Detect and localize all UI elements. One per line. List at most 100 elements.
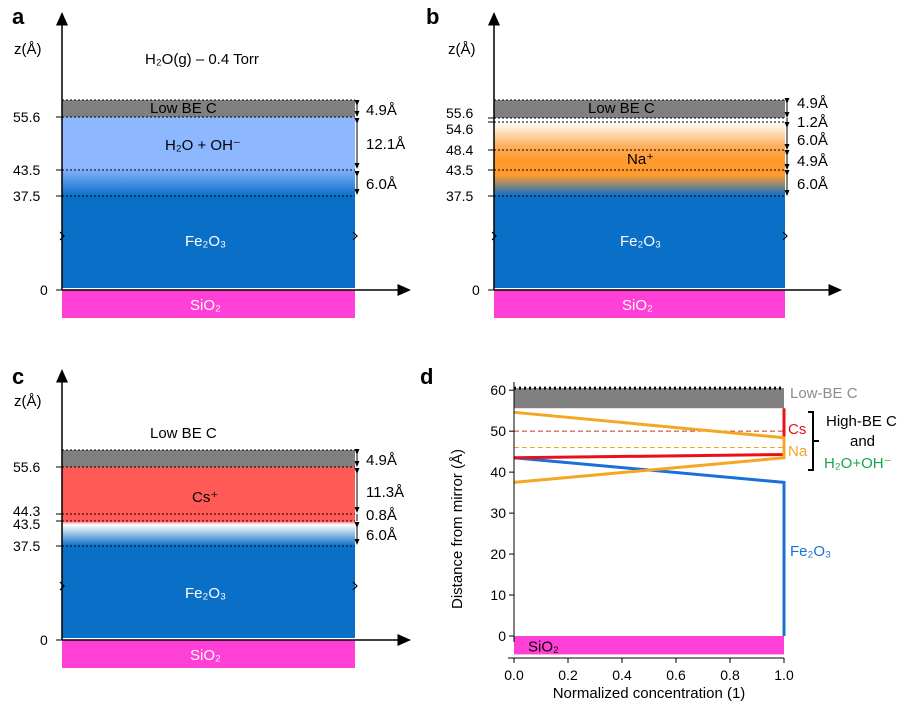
panel-c-letter: c [12, 364, 24, 389]
panel-c-sio2-layer [62, 640, 355, 668]
x-tick-label: 0.6 [666, 667, 686, 683]
panel-b-thickness: 6.0Å [797, 176, 828, 193]
y-tick-label: 20 [490, 546, 506, 562]
annotation-cs: Cs [788, 421, 806, 438]
annotation-high-be: High-BE C [826, 413, 897, 430]
panel-b-ion-label: Na⁺ [627, 151, 654, 168]
panel-c-tick: 43.5 [13, 516, 40, 532]
x-tick-label: 0.2 [558, 667, 578, 683]
panel-c-z-axis-label: z(Å) [14, 393, 42, 410]
panel-c-ion-label: Cs⁺ [192, 489, 218, 506]
panel-a-lowbec-layer [62, 100, 355, 117]
panel-a-tick: 43.5 [13, 162, 40, 178]
panel-a-tick: 0 [40, 282, 48, 298]
series-lines [513, 408, 786, 636]
panel-a-sio2-label: SiO₂ [190, 297, 221, 314]
series-line [513, 410, 786, 484]
panel-a-thickness: 6.0Å [366, 176, 397, 193]
panel-a-ticks: 55.6 43.5 37.5 0 [13, 109, 62, 298]
panel-c-tick: 0 [40, 632, 48, 648]
panel-b-sio2-layer [494, 290, 785, 318]
panel-b-thickness: 1.2Å [797, 114, 828, 131]
annotation-low-be-c: Low-BE C [790, 385, 858, 402]
band-sio2 [514, 636, 784, 655]
annotation-and: and [850, 433, 875, 450]
panel-a-ion-layer [62, 117, 355, 196]
annotation-na: Na [788, 443, 808, 460]
panel-a-thickness: 12.1Å [366, 136, 405, 153]
panel-c-tick: 37.5 [13, 538, 40, 554]
panel-c-tick: 44.3 [13, 503, 40, 519]
band-sio2-label: SiO₂ [528, 638, 559, 655]
panel-c-tick: 55.6 [13, 459, 40, 475]
panel-b-thickness: 4.9Å [797, 95, 828, 112]
series-line [513, 456, 786, 636]
y-tick-label: 40 [490, 464, 506, 480]
x-tick-label: 0.8 [720, 667, 740, 683]
panel-b-thickness: 6.0Å [797, 132, 828, 149]
panel-a-fe2o3-label: Fe₂O₃ [185, 233, 226, 250]
x-tick-label: 0.4 [612, 667, 632, 683]
panel-a-thicknesses: 4.9Å 12.1Å 6.0Å [354, 100, 405, 195]
panel-a: a z(Å) H₂O(g) – 0.4 Torr Low BE C H₂O + … [12, 4, 411, 318]
panel-c: c z(Å) Low BE C Cs⁺ Fe₂O₃ SiO₂ 55.6 44.3… [12, 364, 411, 668]
high-be-bracket [808, 411, 819, 471]
panel-b-ticks: 55.6 54.6 48.4 43.5 37.5 0 [446, 105, 494, 298]
panel-a-lowbec-label: Low BE C [150, 100, 217, 117]
panel-b-sio2-label: SiO₂ [622, 297, 653, 314]
reference-lines [514, 386, 784, 449]
panel-a-tick: 37.5 [13, 188, 40, 204]
y-axis-label: Distance from mirror (Å) [449, 449, 466, 609]
panel-c-thickness: 4.9Å [366, 452, 397, 469]
panel-b-thickness: 4.9Å [797, 153, 828, 170]
panel-b-lowbec-layer [494, 100, 785, 118]
panel-a-ion-label: H₂O + OH⁻ [165, 137, 241, 154]
panel-c-thickness: 11.3Å [366, 484, 404, 501]
panel-b-letter: b [426, 4, 439, 29]
panel-c-lowbec-layer [62, 450, 355, 467]
panel-c-ion-layer [62, 467, 355, 546]
band-low-be-c [514, 388, 784, 409]
panel-b-tick: 54.6 [446, 121, 473, 137]
panel-c-ticks: 55.6 44.3 43.5 37.5 0 [13, 459, 62, 648]
panel-a-tick: 55.6 [13, 109, 40, 125]
panel-b: b z(Å) Low BE C Na⁺ Fe₂O₃ SiO₂ 55.6 54.6 [426, 4, 842, 318]
panel-a-thickness: 4.9Å [366, 102, 397, 119]
x-axis-label: Normalized concentration (1) [553, 685, 746, 702]
panel-c-lowbec-label: Low BE C [150, 425, 217, 442]
panel-a-letter: a [12, 4, 25, 29]
panel-c-fe2o3-label: Fe₂O₃ [185, 585, 226, 602]
panel-a-z-axis-label: z(Å) [14, 41, 42, 58]
panel-b-lowbec-label: Low BE C [588, 100, 655, 117]
y-tick-label: 60 [490, 382, 506, 398]
panel-b-tick: 0 [472, 282, 480, 298]
panel-b-fe2o3-label: Fe₂O₃ [620, 233, 661, 250]
y-tick-label: 50 [490, 423, 506, 439]
panel-c-thicknesses: 4.9Å 11.3Å 0.8Å 6.0Å [354, 449, 404, 545]
panel-d-letter: d [420, 364, 433, 389]
annotation-fe2o3: Fe₂O₃ [790, 543, 831, 560]
panel-b-ion-layer [494, 122, 785, 196]
panel-b-tick: 48.4 [446, 142, 473, 158]
panel-d-axes: 0 10 20 30 40 50 60 0.0 0.2 0.4 0.6 0.8 1.0 [490, 382, 794, 683]
panel-c-thickness: 6.0Å [366, 527, 397, 544]
panel-b-tick: 55.6 [446, 105, 473, 121]
panel-b-thicknesses: 4.9Å 1.2Å 6.0Å 4.9Å 6.0Å [784, 95, 828, 196]
y-tick-label: 0 [498, 628, 506, 644]
y-tick-label: 30 [490, 505, 506, 521]
panel-c-sio2-label: SiO₂ [190, 647, 221, 664]
panel-c-fe2o3-layer [62, 546, 355, 638]
panel-b-tick: 37.5 [446, 188, 473, 204]
panel-b-z-axis-label: z(Å) [448, 41, 476, 58]
x-tick-label: 1.0 [774, 667, 794, 683]
panel-b-fe2o3-layer [494, 196, 785, 288]
panel-c-thickness: 0.8Å [366, 507, 397, 524]
y-tick-label: 10 [490, 587, 506, 603]
annotation-water: H₂O+OH⁻ [824, 455, 892, 472]
panel-a-fe2o3-layer [62, 196, 355, 288]
panel-b-tick: 43.5 [446, 162, 473, 178]
x-tick-label: 0.0 [504, 667, 524, 683]
panel-a-sio2-layer [62, 290, 355, 318]
panel-a-condition: H₂O(g) – 0.4 Torr [145, 51, 259, 68]
